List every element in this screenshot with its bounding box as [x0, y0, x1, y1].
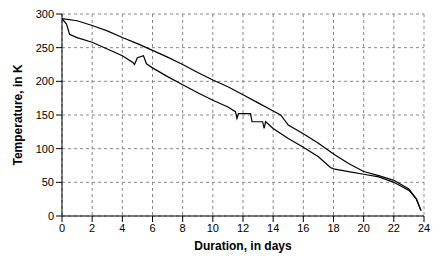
svg-text:150: 150 [36, 109, 54, 121]
svg-text:22: 22 [388, 222, 400, 234]
svg-text:24: 24 [418, 222, 430, 234]
svg-text:Duration, in days: Duration, in days [194, 239, 292, 253]
svg-text:Temperature, in K: Temperature, in K [11, 64, 25, 165]
svg-text:4: 4 [119, 222, 125, 234]
svg-text:300: 300 [36, 8, 54, 20]
svg-text:2: 2 [89, 222, 95, 234]
svg-text:250: 250 [36, 42, 54, 54]
svg-text:16: 16 [297, 222, 309, 234]
svg-text:18: 18 [327, 222, 339, 234]
svg-text:0: 0 [48, 210, 54, 222]
svg-text:8: 8 [180, 222, 186, 234]
svg-text:50: 50 [42, 176, 54, 188]
svg-text:20: 20 [358, 222, 370, 234]
svg-text:10: 10 [207, 222, 219, 234]
svg-text:12: 12 [237, 222, 249, 234]
svg-text:0: 0 [59, 222, 65, 234]
svg-text:200: 200 [36, 75, 54, 87]
svg-text:14: 14 [267, 222, 279, 234]
svg-text:6: 6 [149, 222, 155, 234]
svg-text:100: 100 [36, 143, 54, 155]
